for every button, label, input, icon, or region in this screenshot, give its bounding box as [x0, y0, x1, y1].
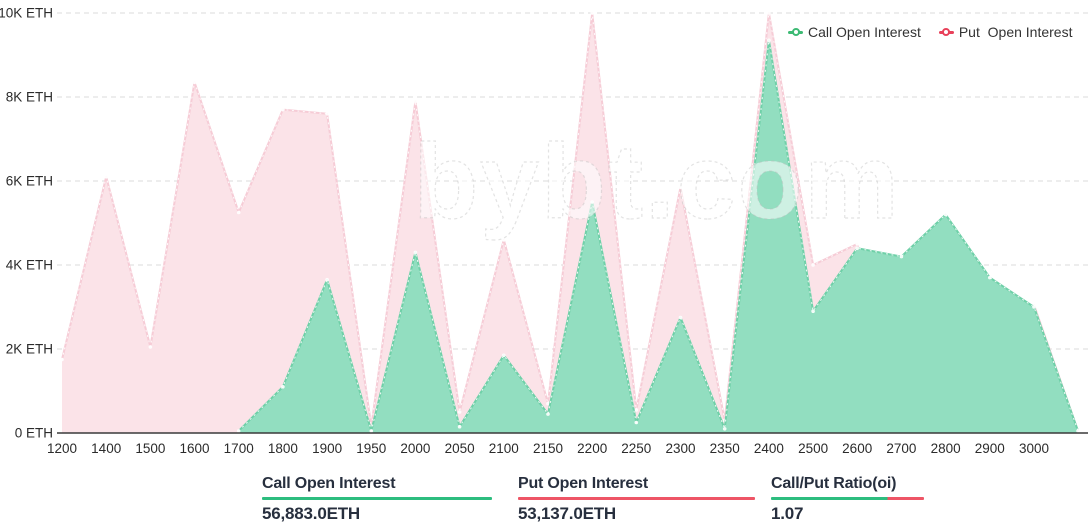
x-axis-labels: 1200 1400 1500 1600 1700 1800 1900 1950 2000 2050… — [47, 441, 1049, 456]
svg-text:10K ETH: 10K ETH — [0, 6, 53, 21]
svg-text:4K ETH: 4K ETH — [6, 258, 53, 273]
svg-text:1950: 1950 — [356, 441, 386, 456]
call-series-line-marker-icon — [788, 28, 803, 36]
stat-underline-ratio — [771, 497, 924, 500]
svg-text:2800: 2800 — [931, 441, 961, 456]
chart-legend: Call Open Interest Put Open Interest — [788, 24, 1072, 40]
stat-label: Call/Put Ratio(oi) — [771, 475, 897, 492]
legend-item-put-open-interest[interactable]: Put Open Interest — [938, 24, 1073, 40]
legend-label: Put Open Interest — [958, 24, 1073, 40]
svg-text:2050: 2050 — [445, 441, 475, 456]
oi-by-strike-area-chart: bybt.com 0 ETH 2K ETH 4K ETH 6K ETH 8K ETH 10… — [0, 6, 1088, 456]
stat-value: 56,883.0ETH — [262, 503, 360, 523]
svg-text:2900: 2900 — [975, 441, 1005, 456]
svg-text:0 ETH: 0 ETH — [15, 426, 53, 441]
legend-label: Call Open Interest — [808, 24, 921, 40]
stat-call-open-interest: Call Open Interest 56,883.0ETH — [262, 474, 492, 524]
svg-text:1800: 1800 — [268, 441, 298, 456]
svg-text:8K ETH: 8K ETH — [6, 90, 53, 105]
put-series-line-marker-icon — [938, 28, 954, 36]
stat-underline-red — [518, 497, 755, 500]
stat-value: 53,137.0ETH — [518, 503, 616, 523]
summary-stats-row: Call Open Interest 56,883.0ETH Put Open … — [0, 474, 1090, 527]
legend-item-call-open-interest[interactable]: Call Open Interest — [788, 24, 921, 40]
stat-call-put-ratio: Call/Put Ratio(oi) 1.07 — [771, 474, 924, 524]
svg-text:2700: 2700 — [886, 441, 916, 456]
svg-text:2250: 2250 — [621, 441, 651, 456]
stat-underline-green — [262, 497, 492, 500]
svg-text:6K ETH: 6K ETH — [6, 174, 53, 189]
svg-text:2400: 2400 — [754, 441, 784, 456]
svg-text:1600: 1600 — [179, 441, 209, 456]
watermark-text: bybt.com — [413, 123, 900, 241]
svg-text:2350: 2350 — [710, 441, 740, 456]
svg-text:2600: 2600 — [842, 441, 872, 456]
stat-label: Put Open Interest — [518, 475, 648, 492]
svg-text:1200: 1200 — [47, 441, 77, 456]
svg-text:2150: 2150 — [533, 441, 563, 456]
svg-text:1500: 1500 — [135, 441, 165, 456]
svg-text:1900: 1900 — [312, 441, 342, 456]
stat-value: 1.07 — [771, 503, 804, 523]
svg-text:2200: 2200 — [577, 441, 607, 456]
y-axis-labels: 0 ETH 2K ETH 4K ETH 6K ETH 8K ETH 10K ETH — [0, 6, 53, 441]
svg-text:2100: 2100 — [489, 441, 519, 456]
stat-label: Call Open Interest — [262, 475, 396, 492]
svg-text:2500: 2500 — [798, 441, 828, 456]
svg-text:2K ETH: 2K ETH — [6, 342, 53, 357]
svg-text:1700: 1700 — [224, 441, 254, 456]
svg-text:2300: 2300 — [665, 441, 695, 456]
stat-put-open-interest: Put Open Interest 53,137.0ETH — [518, 474, 755, 524]
chart-areas — [60, 11, 1080, 434]
svg-text:1400: 1400 — [91, 441, 121, 456]
svg-text:3000: 3000 — [1019, 441, 1049, 456]
svg-text:2000: 2000 — [400, 441, 430, 456]
